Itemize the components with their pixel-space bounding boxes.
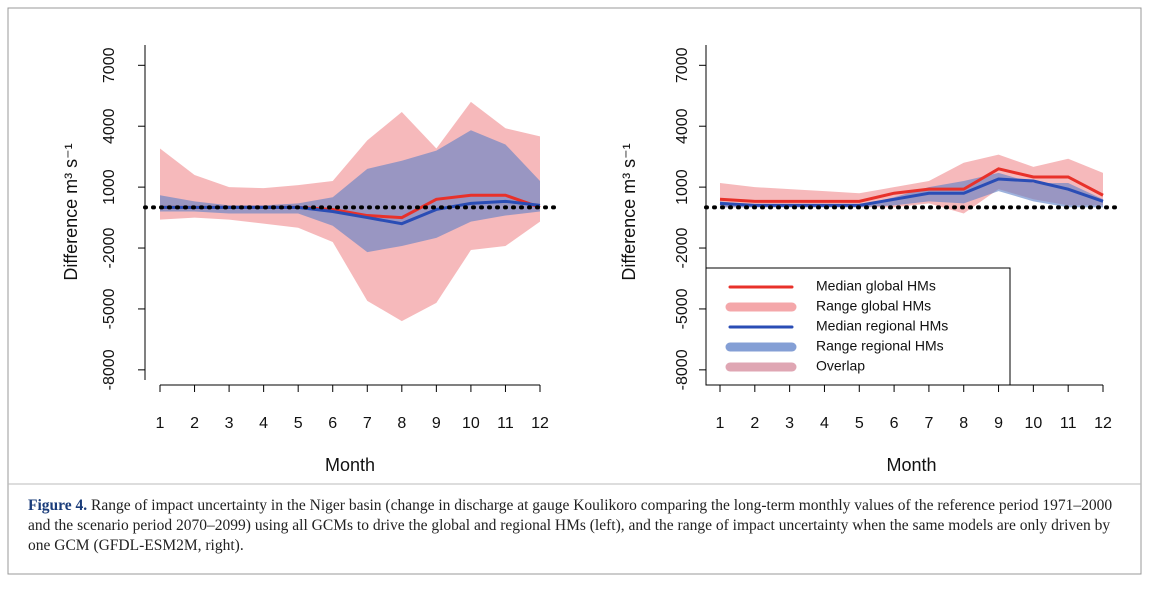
x-tick-label: 7 <box>924 415 933 432</box>
frame <box>7 7 1142 575</box>
x-tick-label: 1 <box>156 415 165 432</box>
x-tick-label: 9 <box>432 415 441 432</box>
x-tick-label: 10 <box>1024 415 1042 432</box>
x-tick-label: 11 <box>1060 415 1077 432</box>
y-tick-label: -2000 <box>101 227 118 268</box>
y-tick-label: -8000 <box>101 349 118 390</box>
range-band <box>720 172 1103 208</box>
x-tick-label: 7 <box>363 415 372 432</box>
y-tick-label: 7000 <box>101 47 118 83</box>
legend: Median global HMs Range global HMs Median … <box>705 267 1011 386</box>
legend-label: Median global HMs <box>816 278 936 294</box>
median-line <box>719 167 1104 203</box>
x-tick-label: 1 <box>716 415 725 432</box>
y-tick-label: -8000 <box>674 349 691 390</box>
y-tick-label: -5000 <box>101 288 118 329</box>
legend-label: Range global HMs <box>816 298 931 314</box>
caption: Figure 4. Range of impact uncertainty in… <box>28 496 1123 556</box>
legend-label: Range regional HMs <box>816 338 944 354</box>
x-tick-label: 11 <box>497 415 514 432</box>
y-tick-label: -2000 <box>674 227 691 268</box>
y-tick-label: 4000 <box>101 108 118 144</box>
y-tick-label: -5000 <box>674 288 691 329</box>
range-band <box>160 130 540 253</box>
x-tick-label: 8 <box>959 415 968 432</box>
x-tick-label: 5 <box>294 415 303 432</box>
caption-label: Figure 4. <box>28 497 88 514</box>
x-axis-label: Month <box>325 455 375 475</box>
legend-label: Median regional HMs <box>816 318 948 334</box>
x-tick-label: 3 <box>225 415 234 432</box>
x-tick-label: 5 <box>855 415 864 432</box>
x-tick-label: 2 <box>750 415 759 432</box>
y-tick-label: 7000 <box>674 47 691 83</box>
x-tick-label: 3 <box>785 415 794 432</box>
x-tick-label: 6 <box>890 415 899 432</box>
x-tick-label: 4 <box>259 415 268 432</box>
x-tick-label: 10 <box>462 415 480 432</box>
x-tick-label: 9 <box>994 415 1003 432</box>
median-line <box>719 177 1104 207</box>
x-tick-label: 12 <box>1094 415 1112 432</box>
x-tick-label: 6 <box>328 415 337 432</box>
y-tick-label: 1000 <box>101 169 118 205</box>
x-tick-label: 8 <box>397 415 406 432</box>
y-tick-label: 4000 <box>674 108 691 144</box>
y-tick-label: 1000 <box>674 169 691 205</box>
x-axis-label: Month <box>886 455 936 475</box>
y-axis-label: Difference m³ s⁻¹ <box>619 143 639 280</box>
x-tick-label: 12 <box>531 415 549 432</box>
y-axis-label: Difference m³ s⁻¹ <box>61 143 81 280</box>
legend-label: Overlap <box>816 358 865 374</box>
caption-text: Range of impact uncertainty in the Niger… <box>28 497 1113 554</box>
x-tick-label: 2 <box>190 415 199 432</box>
x-tick-label: 4 <box>820 415 829 432</box>
